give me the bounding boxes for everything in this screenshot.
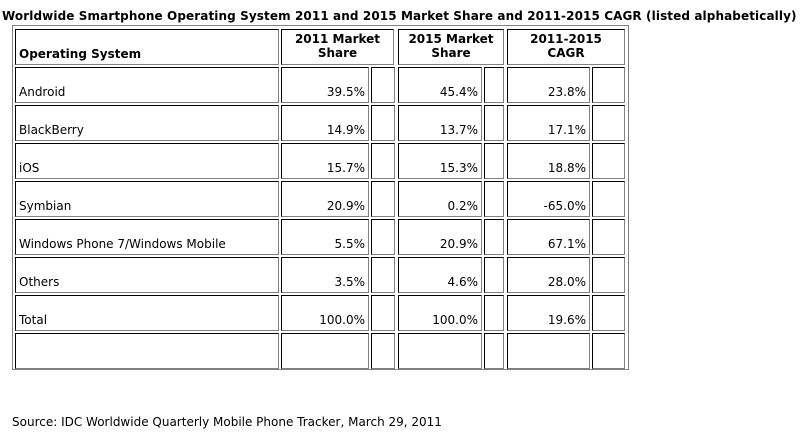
cell-os: Windows Phone 7/Windows Mobile [15,219,279,255]
cell-cagr: 67.1% [507,219,590,255]
header-cagr: 2011-2015 CAGR [507,29,625,65]
cell-cagr [507,333,590,369]
cell-spacer [592,105,625,141]
cell-cagr: -65.0% [507,181,590,217]
cell-cagr: 19.6% [507,295,590,331]
cell-spacer [484,67,504,103]
cell-os: Others [15,257,279,293]
cell-os: BlackBerry [15,105,279,141]
cell-spacer [592,181,625,217]
cell-cagr: 23.8% [507,67,590,103]
cell-os: iOS [15,143,279,179]
cell-spacer [592,143,625,179]
cell-share-2015: 13.7% [398,105,482,141]
cell-spacer [371,219,395,255]
cell-share-2011 [281,333,369,369]
market-share-table [12,25,629,370]
cell-share-2015: 15.3% [398,143,482,179]
cell-share-2011: 14.9% [281,105,369,141]
header-operating-system: Operating System [15,29,279,65]
table-title: Worldwide Smartphone Operating System 20… [2,9,797,23]
cell-spacer [484,105,504,141]
cell-spacer [371,295,395,331]
header-2015-share: 2015 Market Share [398,29,504,65]
cell-spacer [592,257,625,293]
cell-share-2011: 3.5% [281,257,369,293]
cell-os [15,333,279,369]
cell-spacer [484,143,504,179]
cell-spacer [484,181,504,217]
cell-spacer [592,67,625,103]
cell-share-2015: 100.0% [398,295,482,331]
cell-spacer [484,257,504,293]
cell-cagr: 28.0% [507,257,590,293]
cell-share-2011: 5.5% [281,219,369,255]
cell-spacer [484,295,504,331]
cell-os: Total [15,295,279,331]
cell-cagr: 17.1% [507,105,590,141]
cell-share-2011: 39.5% [281,67,369,103]
cell-spacer [371,181,395,217]
header-2011-share: 2011 Market Share [281,29,394,65]
cell-share-2015 [398,333,482,369]
cell-cagr: 18.8% [507,143,590,179]
cell-spacer [484,219,504,255]
cell-share-2011: 15.7% [281,143,369,179]
cell-spacer [484,333,504,369]
cell-share-2015: 4.6% [398,257,482,293]
cell-spacer [371,67,395,103]
cell-spacer [592,333,625,369]
cell-spacer [592,295,625,331]
cell-share-2011: 20.9% [281,181,369,217]
cell-os: Symbian [15,181,279,217]
source-note: Source: IDC Worldwide Quarterly Mobile P… [12,415,442,429]
cell-spacer [371,333,395,369]
cell-share-2015: 20.9% [398,219,482,255]
cell-os: Android [15,67,279,103]
cell-spacer [371,257,395,293]
cell-spacer [371,143,395,179]
cell-share-2015: 0.2% [398,181,482,217]
cell-spacer [371,105,395,141]
cell-spacer [592,219,625,255]
cell-share-2015: 45.4% [398,67,482,103]
cell-share-2011: 100.0% [281,295,369,331]
